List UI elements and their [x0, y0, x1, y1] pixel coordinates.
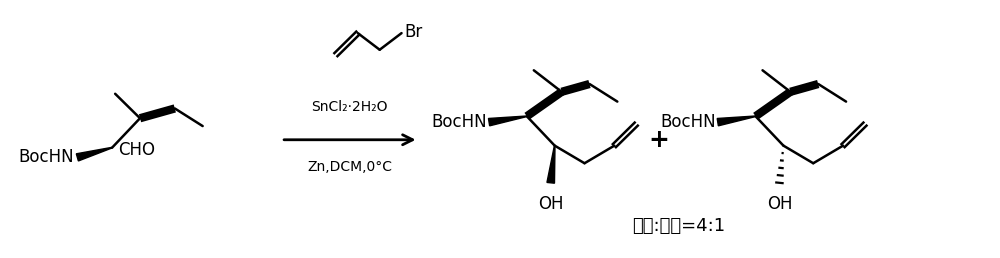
Text: +: + [649, 128, 670, 152]
Text: Zn,DCM,0°C: Zn,DCM,0°C [307, 160, 392, 174]
Text: OH: OH [767, 195, 792, 213]
Text: CHO: CHO [118, 141, 155, 159]
Text: BocHN: BocHN [19, 148, 74, 166]
Text: SnCl₂·2H₂O: SnCl₂·2H₂O [312, 100, 388, 115]
Polygon shape [717, 116, 756, 126]
Polygon shape [488, 116, 527, 126]
Polygon shape [76, 147, 112, 161]
Text: Br: Br [405, 23, 423, 41]
Text: OH: OH [538, 195, 563, 213]
Polygon shape [547, 146, 555, 183]
Text: 顺式:反式=4:1: 顺式:反式=4:1 [632, 217, 726, 235]
Text: BocHN: BocHN [431, 113, 487, 131]
Text: BocHN: BocHN [660, 113, 716, 131]
